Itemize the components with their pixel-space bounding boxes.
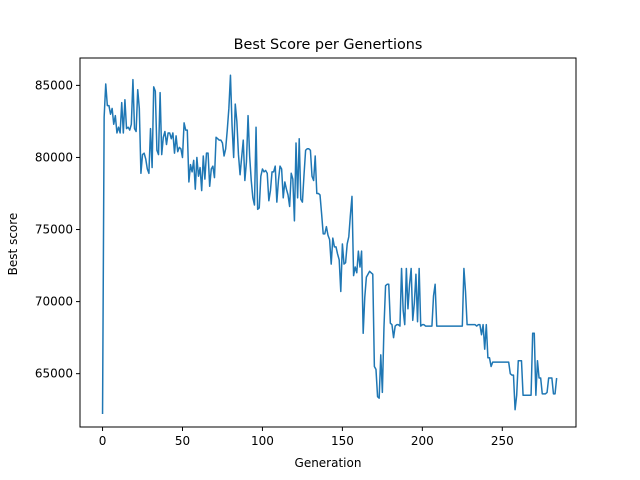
- x-tick-label: 0: [99, 434, 107, 448]
- x-tick-label: 50: [175, 434, 190, 448]
- x-axis-label: Generation: [295, 456, 362, 470]
- x-tick-label: 150: [331, 434, 354, 448]
- chart-title: Best Score per Genertions: [234, 37, 423, 53]
- y-axis-ticks: 65000 70000 75000 80000 85000: [35, 78, 80, 381]
- y-tick-label: 75000: [35, 223, 73, 237]
- x-tick-label: 250: [491, 434, 514, 448]
- x-tick-label: 200: [411, 434, 434, 448]
- x-axis-ticks: 0 50 100 150 200 250: [99, 427, 514, 448]
- y-tick-label: 85000: [35, 78, 73, 92]
- y-tick-label: 70000: [35, 295, 73, 309]
- plot-area-frame: [79, 57, 577, 428]
- x-tick-label: 100: [251, 434, 274, 448]
- y-tick-label: 65000: [35, 367, 73, 381]
- series-line-0: [101, 74, 558, 415]
- y-axis-label: Best score: [6, 213, 20, 276]
- series-layer: [101, 74, 558, 415]
- y-tick-label: 80000: [35, 150, 73, 164]
